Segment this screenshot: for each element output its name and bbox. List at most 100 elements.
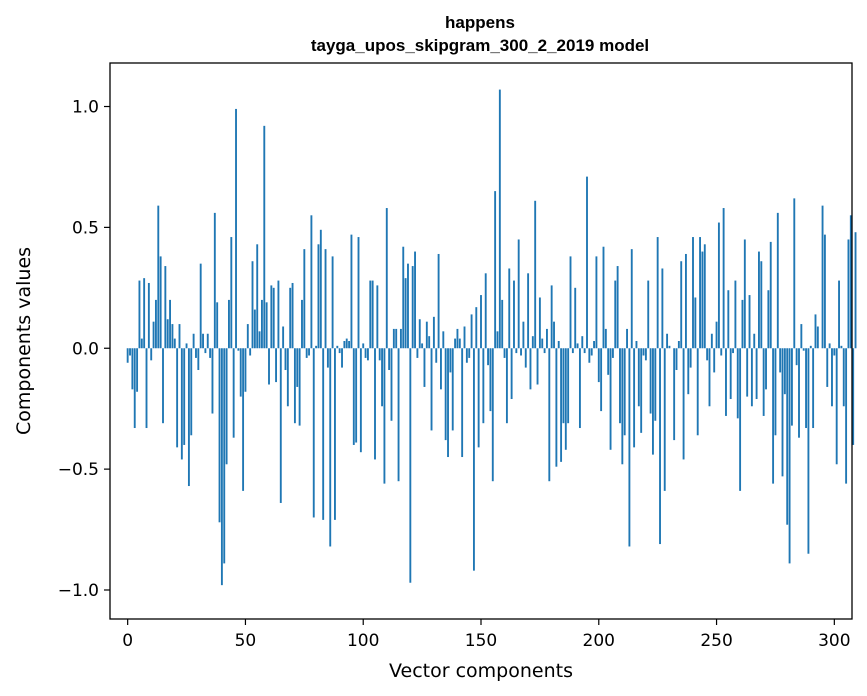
y-axis-label: Components values — [13, 247, 35, 435]
bar — [809, 345, 812, 349]
bar — [692, 237, 694, 349]
bar — [510, 348, 513, 400]
bar — [131, 348, 134, 390]
bar — [767, 290, 770, 349]
bar — [242, 348, 245, 491]
bar — [687, 348, 690, 395]
bar — [329, 348, 332, 547]
bar — [456, 328, 459, 349]
bar — [576, 343, 579, 349]
bar — [211, 348, 214, 414]
bar — [812, 348, 815, 429]
bar — [821, 205, 824, 349]
bar — [673, 348, 676, 441]
bar — [710, 333, 713, 349]
bar — [487, 348, 489, 366]
bar — [649, 348, 652, 414]
bar — [689, 348, 692, 368]
bar — [838, 280, 840, 349]
bar — [326, 348, 329, 368]
bar — [802, 348, 805, 351]
bar — [663, 348, 666, 491]
bar — [515, 348, 518, 354]
bar — [562, 348, 565, 424]
bar — [498, 89, 501, 349]
bar — [279, 348, 282, 503]
bar — [192, 333, 195, 349]
bar — [501, 299, 504, 349]
bar — [755, 348, 758, 400]
bar — [633, 348, 636, 448]
bar — [371, 280, 374, 349]
x-tick-label: 200 — [583, 631, 615, 651]
bar — [833, 348, 836, 356]
bar — [204, 348, 207, 354]
bar — [760, 261, 763, 349]
bar — [854, 232, 857, 349]
bar — [150, 348, 153, 361]
bar — [522, 321, 525, 349]
bar — [334, 348, 336, 520]
bar — [635, 341, 638, 349]
bar — [465, 348, 468, 363]
bar — [790, 348, 793, 426]
bar — [475, 307, 478, 349]
bar — [230, 237, 233, 349]
bar — [769, 241, 772, 349]
bar — [364, 348, 367, 358]
bar — [828, 343, 831, 349]
bar — [720, 348, 723, 356]
bar — [399, 328, 402, 349]
bar — [847, 239, 850, 349]
bar — [774, 348, 777, 436]
bar — [147, 282, 150, 349]
bar — [602, 246, 605, 349]
bar — [675, 348, 678, 371]
bar — [301, 299, 303, 349]
x-tick-label: 0 — [122, 631, 133, 651]
bar — [508, 268, 511, 349]
bar — [369, 280, 372, 349]
chart-subtitle: tayga_upos_skipgram_300_2_2019 model — [311, 36, 649, 55]
bar — [852, 348, 855, 445]
bar — [303, 249, 306, 349]
bar — [263, 125, 266, 349]
bar — [529, 348, 532, 390]
bar — [781, 348, 784, 477]
bar — [341, 348, 343, 368]
bar — [840, 345, 843, 349]
x-tick-label: 150 — [465, 631, 497, 651]
bar — [586, 176, 588, 349]
bar — [616, 266, 619, 349]
bar — [583, 348, 586, 354]
chart-title: happens — [445, 13, 515, 32]
bar — [826, 348, 829, 387]
plot-frame — [109, 62, 853, 620]
bar — [138, 280, 141, 349]
bar — [275, 348, 277, 383]
bar — [411, 266, 414, 349]
bar — [166, 319, 169, 349]
bar — [593, 341, 595, 349]
x-axis-label: Vector components — [389, 660, 573, 682]
bar — [268, 348, 270, 385]
bar — [715, 321, 718, 349]
x-tick-label: 250 — [700, 631, 732, 651]
bar — [352, 348, 355, 445]
bar — [553, 321, 555, 349]
bar — [348, 341, 351, 349]
bar — [548, 348, 551, 482]
bar — [180, 348, 183, 460]
bar — [640, 348, 643, 433]
bar — [491, 348, 494, 482]
bar — [129, 348, 131, 356]
bar — [187, 348, 190, 487]
bar — [538, 297, 541, 349]
bar — [739, 348, 742, 491]
bar — [595, 256, 598, 349]
bar — [154, 299, 157, 349]
bar — [428, 336, 431, 349]
bar — [779, 348, 782, 373]
bar — [503, 348, 506, 358]
bar — [463, 326, 466, 349]
